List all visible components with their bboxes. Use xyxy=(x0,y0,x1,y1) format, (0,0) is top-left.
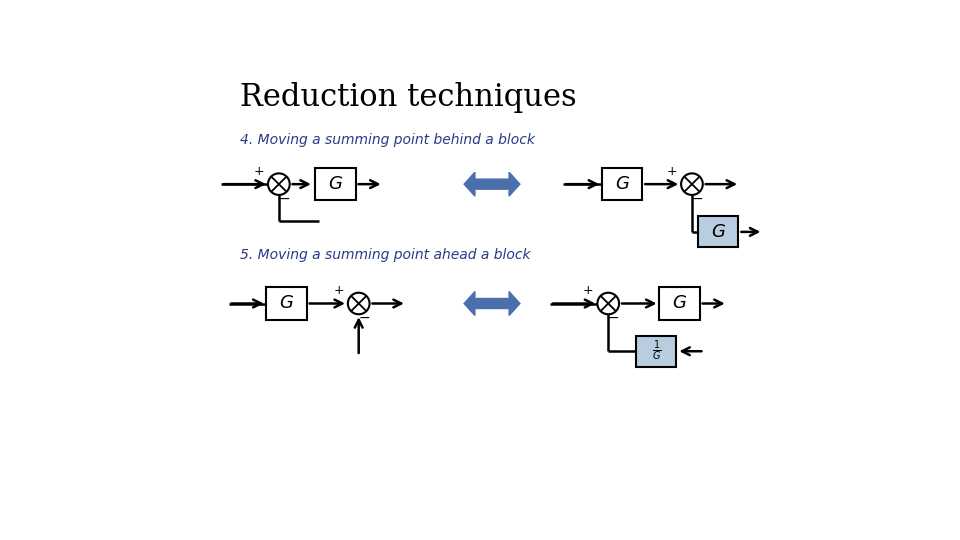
Text: $\frac{1}{G}$: $\frac{1}{G}$ xyxy=(652,339,661,363)
Polygon shape xyxy=(464,292,520,315)
Circle shape xyxy=(268,173,290,195)
Text: +: + xyxy=(583,284,593,297)
Text: −: − xyxy=(691,192,703,206)
Circle shape xyxy=(681,173,703,195)
Text: $G$: $G$ xyxy=(279,294,294,313)
Text: +: + xyxy=(253,165,264,178)
Text: $G$: $G$ xyxy=(710,223,726,241)
Bar xyxy=(660,287,700,320)
Bar xyxy=(315,168,355,200)
Text: −: − xyxy=(358,311,370,325)
Polygon shape xyxy=(464,172,520,196)
Bar xyxy=(267,287,307,320)
Text: +: + xyxy=(666,165,677,178)
Text: $G$: $G$ xyxy=(672,294,687,313)
Text: $G$: $G$ xyxy=(614,175,630,193)
Bar xyxy=(698,217,738,247)
Text: 5. Moving a summing point ahead a block: 5. Moving a summing point ahead a block xyxy=(240,248,531,262)
Text: Reduction techniques: Reduction techniques xyxy=(240,82,577,113)
Bar xyxy=(636,336,677,367)
Text: 4. Moving a summing point behind a block: 4. Moving a summing point behind a block xyxy=(240,132,535,146)
Text: $G$: $G$ xyxy=(328,175,343,193)
Bar xyxy=(602,168,642,200)
Text: −: − xyxy=(278,192,290,206)
Circle shape xyxy=(348,293,370,314)
Text: −: − xyxy=(608,311,619,325)
Circle shape xyxy=(597,293,619,314)
Text: +: + xyxy=(333,284,344,297)
